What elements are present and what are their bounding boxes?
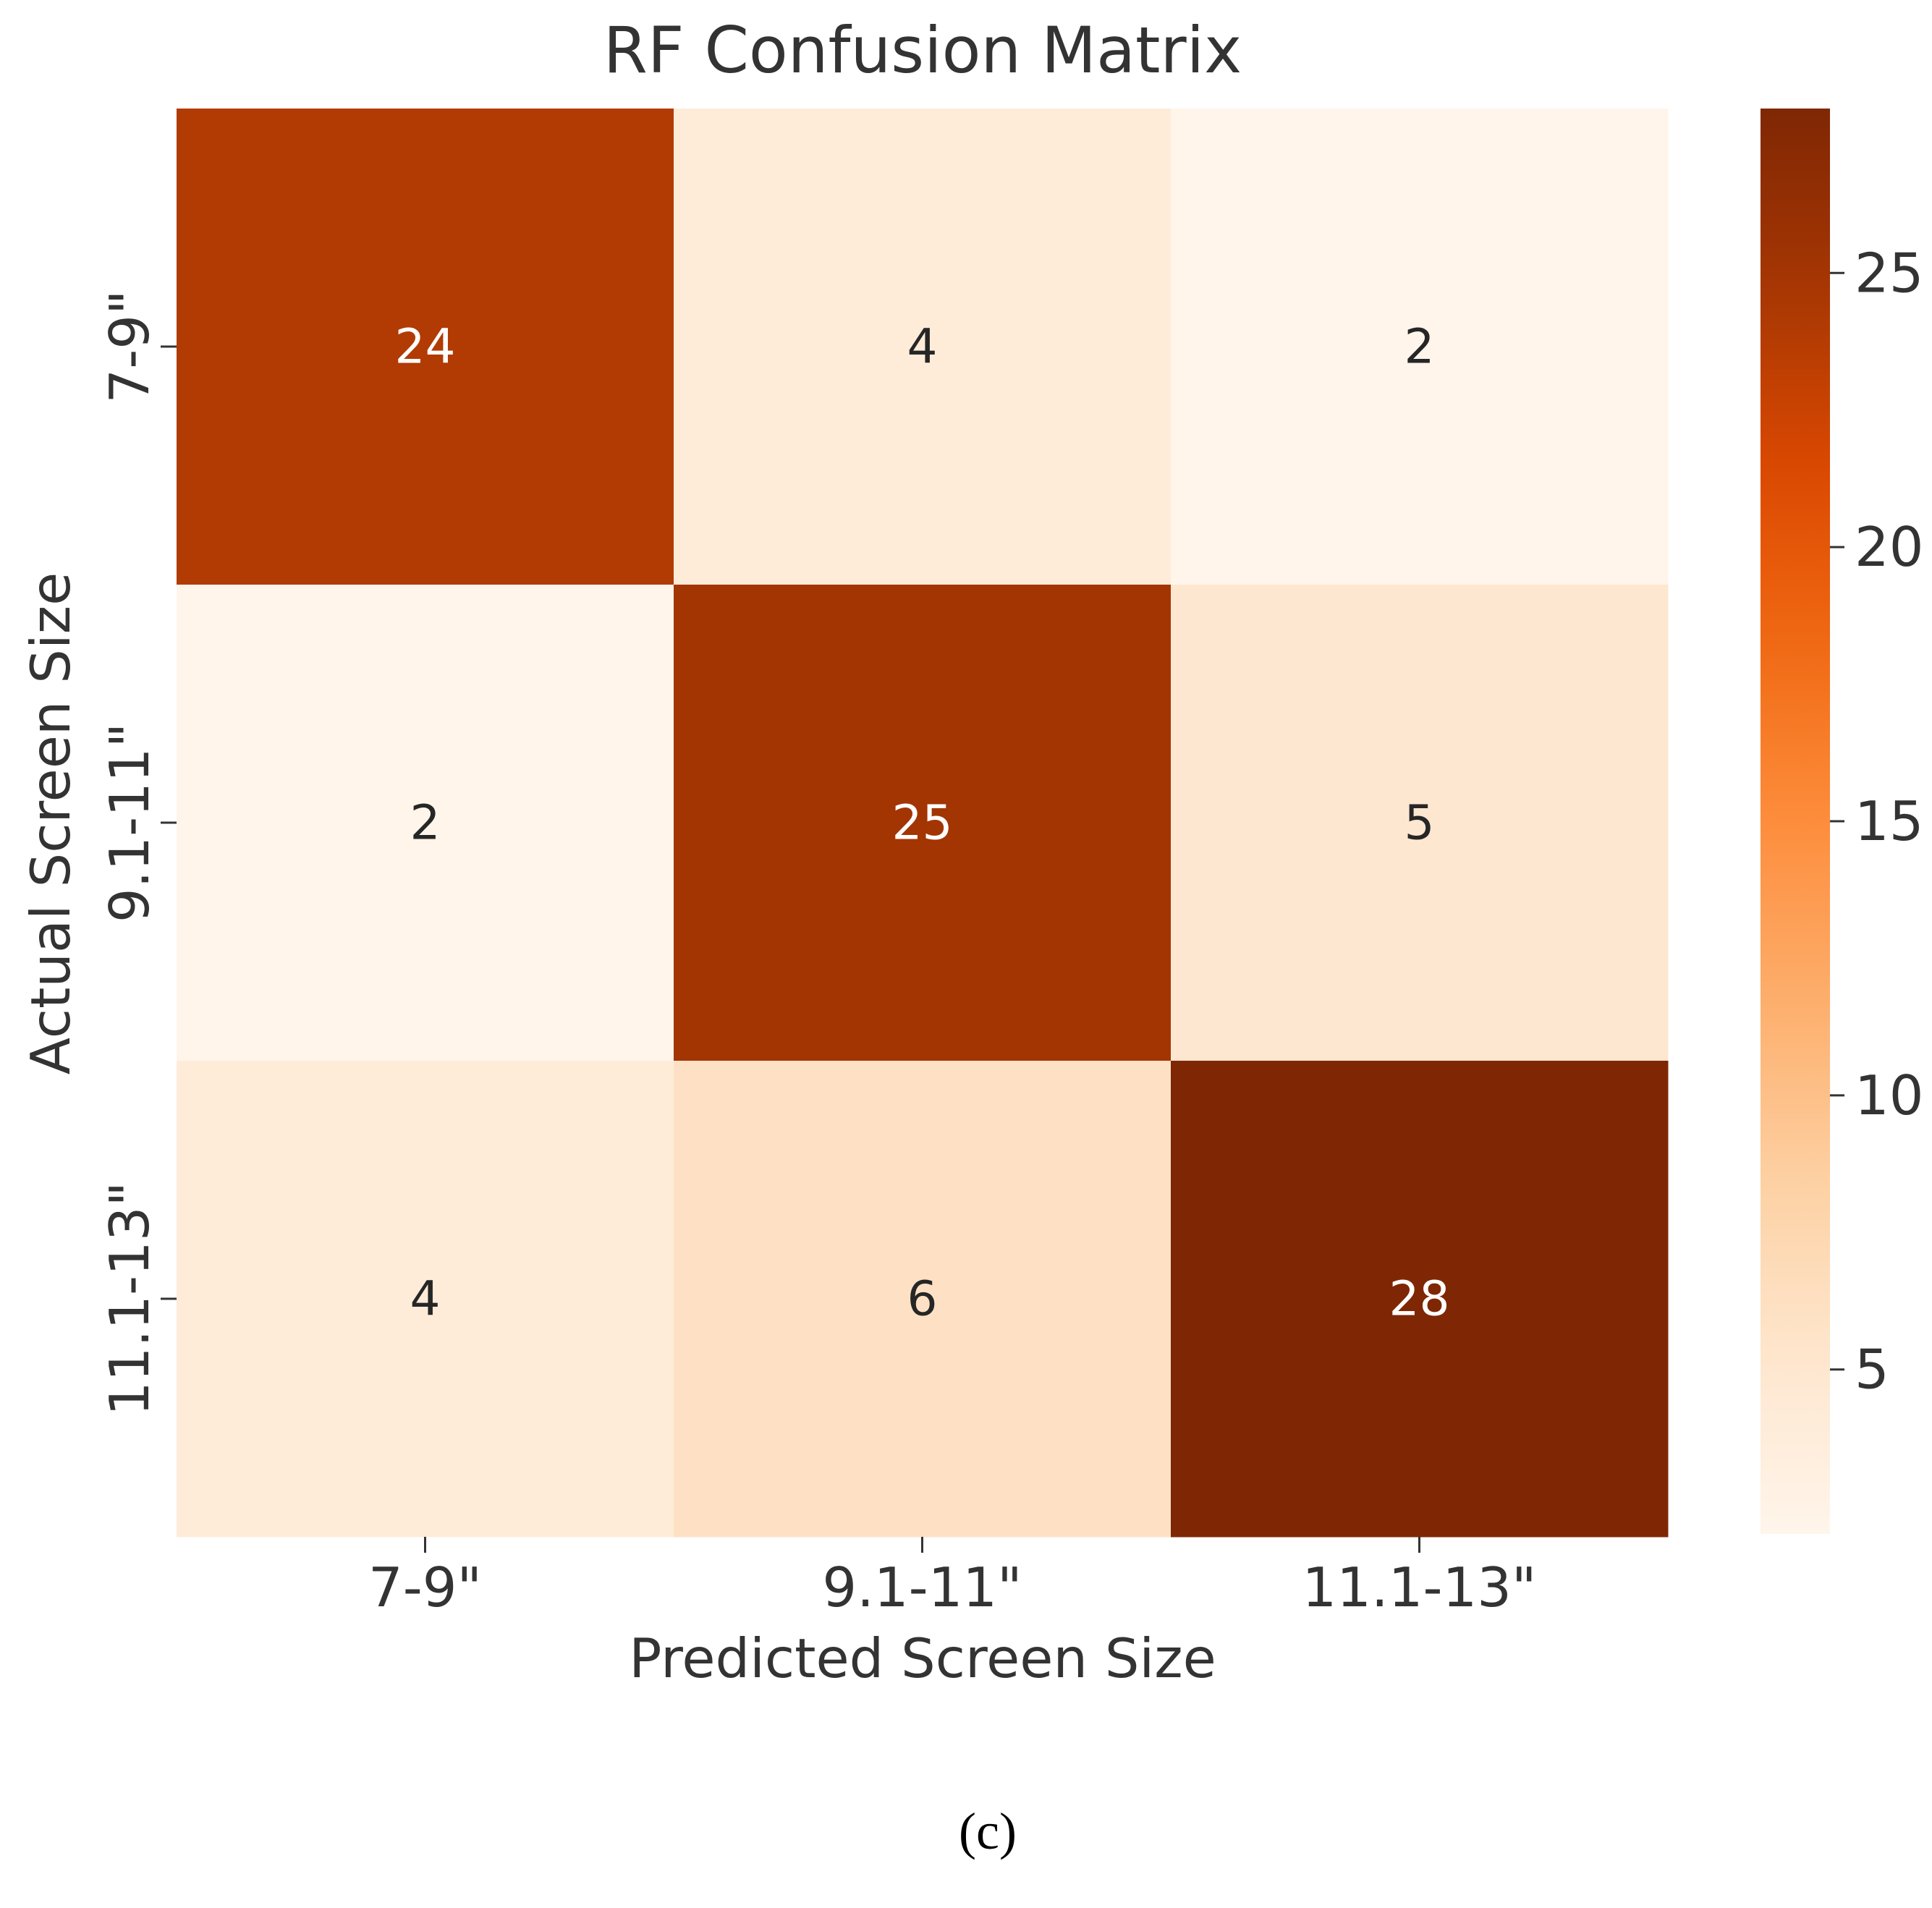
x-tick-label: 7-9": [368, 1556, 482, 1619]
y-tick-label: 11.1-13": [98, 1182, 161, 1416]
x-axis-ticks: 7-9" 9.1-11" 11.1-13": [368, 1537, 1537, 1619]
cell-value-label: 5: [1404, 795, 1435, 851]
colorbar-ticks: 5 10 15 20 25: [1830, 241, 1923, 1402]
heatmap-cell: [177, 585, 674, 1061]
y-axis-label: Actual Screen Size: [19, 572, 82, 1074]
cell-value-label: 25: [892, 795, 953, 851]
cell-value-label: 6: [907, 1271, 938, 1327]
colorbar-tick-label: 15: [1855, 789, 1923, 853]
colorbar-tick-label: 25: [1855, 241, 1923, 305]
y-axis-ticks: 7-9" 9.1-11" 11.1-13": [98, 290, 177, 1416]
y-tick-label: 9.1-11": [98, 723, 161, 923]
heatmap-cell: [177, 109, 674, 585]
heatmap-cell: [177, 1061, 674, 1538]
heatmap-cell-labels: 24 4 2 2 25 5 4 6 28: [395, 319, 1450, 1327]
y-tick-label: 7-9": [98, 290, 161, 404]
chart-title: RF Confusion Matrix: [603, 13, 1242, 88]
heatmap-cell: [674, 585, 1172, 1061]
x-tick-label: 11.1-13": [1302, 1556, 1537, 1619]
heatmap-cell: [1171, 109, 1669, 585]
cell-value-label: 2: [1404, 319, 1435, 375]
heatmap-cell: [1171, 1061, 1669, 1538]
cell-value-label: 28: [1389, 1271, 1450, 1327]
heatmap-cell: [674, 109, 1172, 585]
x-tick-label: 9.1-11": [822, 1556, 1022, 1619]
heatmap-cell: [1171, 585, 1669, 1061]
colorbar-tick-label: 10: [1855, 1064, 1923, 1127]
cell-value-label: 24: [395, 319, 456, 375]
heatmap-cell: [674, 1061, 1172, 1538]
cell-value-label: 4: [410, 1271, 441, 1327]
cell-value-label: 2: [410, 795, 441, 851]
heatmap-cells: [177, 109, 1669, 1538]
colorbar-tick-label: 20: [1855, 515, 1923, 579]
figure-caption: (c): [959, 1802, 1017, 1860]
x-axis-label: Predicted Screen Size: [629, 1627, 1216, 1690]
colorbar-tick-label: 5: [1855, 1338, 1889, 1402]
cell-value-label: 4: [907, 319, 938, 375]
colorbar: [1761, 109, 1830, 1534]
